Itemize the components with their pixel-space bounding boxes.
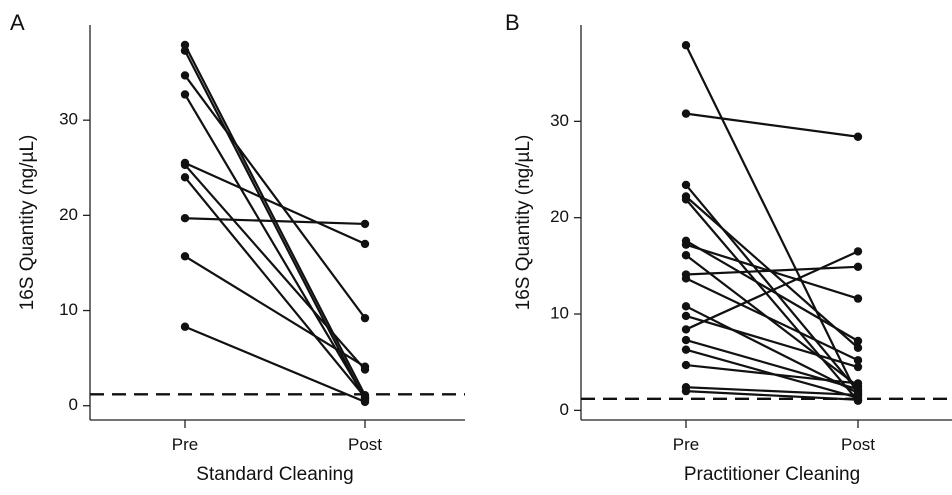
- panel-a-x-axis-title: Standard Cleaning: [196, 464, 353, 485]
- panel-b-point-post: [853, 356, 863, 365]
- panel-a-y-tick-label: 20: [59, 205, 78, 224]
- panel-a-point-post: [360, 397, 370, 407]
- panel-a-point-pre: [180, 90, 190, 99]
- panel-b-y-tick-label: 30: [550, 111, 569, 130]
- panel-a-point-pre: [180, 322, 190, 331]
- panel-b-series-13: [681, 247, 863, 334]
- panel-a-point-pre: [180, 252, 190, 261]
- panel-b-point-post: [853, 132, 863, 141]
- panel-a-series-line: [184, 217, 366, 226]
- panel-a-series-line: [184, 176, 366, 398]
- panel-a-x-tick-label-pre: Pre: [172, 435, 198, 454]
- panel-b-point-post: [853, 379, 863, 388]
- panel-b-series-9: [681, 262, 863, 279]
- panel-b-x-axis-title: Practitioner Cleaning: [684, 464, 860, 485]
- panel-b-series-line: [685, 112, 859, 138]
- panel-b-point-post: [853, 336, 863, 346]
- panel-a-series-line: [184, 162, 366, 245]
- panel-b-point-pre: [681, 335, 691, 345]
- panel-b-series-line: [685, 305, 859, 395]
- panel-b-point-pre: [681, 109, 691, 118]
- panel-b-series-line: [685, 363, 859, 385]
- panel-b-point-pre: [681, 251, 691, 260]
- panel-b-letter: B: [505, 10, 520, 35]
- panel-b-series-line: [685, 250, 859, 331]
- panel-b-series-line: [685, 265, 859, 276]
- panel-b-point-post: [853, 247, 863, 256]
- panel-a-point-pre: [180, 173, 190, 182]
- panel-b-x-tick-label-post: Post: [841, 435, 875, 454]
- panel-b-series-line: [685, 389, 859, 401]
- panel-a-series-6: [180, 160, 370, 374]
- panel-a-series-10: [180, 322, 370, 407]
- panel-a-y-axis-title: 16S Quantity (ng/µL): [17, 135, 38, 311]
- panel-a-point-post: [360, 219, 370, 229]
- panel-a-y-tick-label: 0: [69, 395, 78, 414]
- panel-b-point-pre: [681, 345, 691, 354]
- panel-a-series-line: [184, 325, 366, 403]
- panel-a-y-tick-label: 10: [59, 300, 78, 319]
- panel-b-point-pre: [681, 41, 691, 50]
- panel-b-point-post: [853, 262, 863, 272]
- panel-b-point-pre: [681, 360, 691, 370]
- panel-a-x-tick-label-post: Post: [348, 435, 382, 454]
- panel-a-point-pre: [180, 71, 190, 80]
- panel-b-point-pre: [681, 195, 691, 204]
- panel-b-y-tick-label: 20: [550, 207, 569, 226]
- panel-b-point-post: [853, 343, 863, 352]
- panel-b: B 16S Quantity (ng/µL) Practitioner Clea…: [505, 10, 952, 485]
- panel-a-point-post: [360, 362, 370, 371]
- panel-a-series-line: [184, 50, 366, 401]
- panel-a-series-line: [184, 93, 366, 399]
- panel-a-series-5: [180, 158, 370, 249]
- panel-b-point-pre: [681, 325, 691, 334]
- panel-b-series-line: [685, 198, 859, 402]
- panel-b-series-3: [681, 180, 863, 396]
- panel-b-series-12: [681, 311, 863, 372]
- panel-b-plot: 0 10 20 30 Pre Post: [550, 25, 952, 454]
- panel-b-point-pre: [681, 274, 691, 283]
- panel-a-series-9: [180, 252, 370, 371]
- panel-a-letter: A: [10, 10, 25, 35]
- panel-b-x-tick-label-pre: Pre: [673, 435, 699, 454]
- panel-b-series-16: [681, 360, 863, 388]
- panel-b-series-line: [685, 314, 859, 369]
- panel-b-y-tick-label: 0: [560, 400, 569, 419]
- panel-b-point-post: [853, 384, 863, 394]
- panel-b-point-post: [853, 395, 863, 404]
- panel-b-series-2: [681, 109, 863, 141]
- panel-b-point-pre: [681, 180, 691, 190]
- panel-a-point-post: [360, 313, 370, 323]
- panel-b-series-line: [685, 386, 859, 397]
- panel-b-point-pre: [681, 311, 691, 321]
- panel-b-series-line: [685, 254, 859, 388]
- panel-a-point-pre: [180, 160, 190, 170]
- panel-a-y-tick-label: 30: [59, 110, 78, 129]
- panel-b-point-post: [853, 362, 863, 372]
- panel-a-series-8: [180, 214, 370, 229]
- panel-b-y-axis-title: 16S Quantity (ng/µL): [513, 135, 534, 311]
- panel-a: A 16S Quantity (ng/µL) Standard Cleaning…: [10, 10, 465, 485]
- panel-a-plot: 0 10 20 30 Pre Post: [59, 25, 465, 454]
- panel-b-point-pre: [681, 302, 691, 311]
- panel-a-series-line: [184, 164, 366, 371]
- panel-b-y-tick-label: 10: [550, 304, 569, 323]
- panel-b-series-10: [681, 274, 863, 365]
- panel-a-series-line: [184, 74, 366, 319]
- panel-a-point-pre: [180, 214, 190, 223]
- panel-b-series-line: [685, 277, 859, 362]
- panel-a-point-pre: [180, 46, 190, 55]
- panel-b-series-18: [681, 386, 863, 404]
- panel-a-series-4: [180, 90, 370, 403]
- panel-a-point-post: [360, 239, 370, 249]
- panel-a-series-line: [184, 255, 366, 368]
- panel-b-point-post: [853, 294, 863, 303]
- panel-b-series-line: [685, 44, 859, 397]
- panel-b-point-pre: [681, 240, 691, 249]
- panel-b-point-pre: [681, 386, 691, 396]
- panel-a-series-3: [180, 71, 370, 323]
- panel-b-series-line: [685, 184, 859, 392]
